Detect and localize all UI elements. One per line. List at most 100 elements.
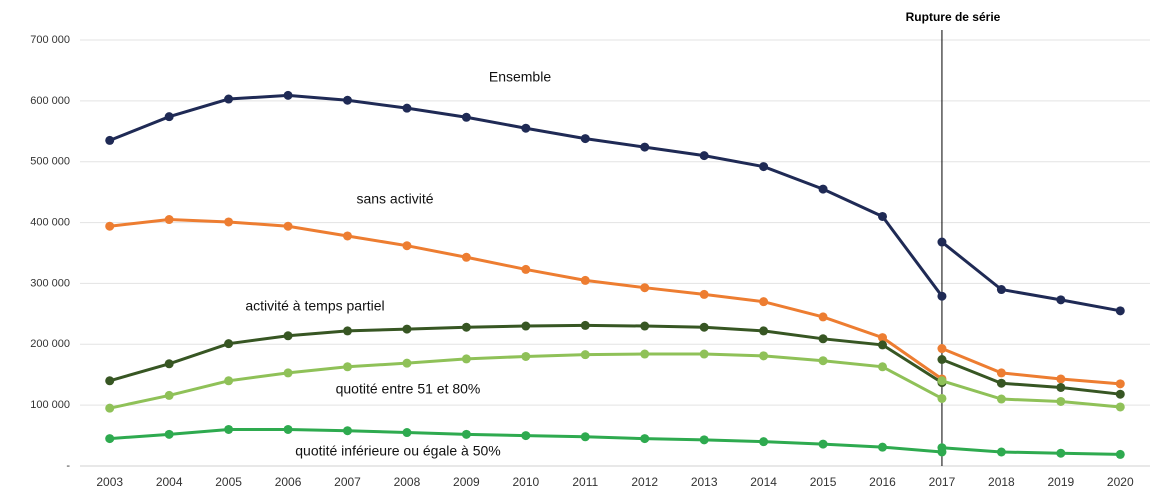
y-tick-label: 400 000 xyxy=(30,216,70,228)
data-point xyxy=(580,134,590,144)
x-tick-label: 2018 xyxy=(988,475,1015,489)
series-line xyxy=(941,358,1121,396)
data-point xyxy=(937,291,947,301)
data-point xyxy=(937,376,947,386)
data-point xyxy=(996,368,1006,378)
data-point xyxy=(580,432,590,442)
data-point xyxy=(759,297,769,307)
data-point xyxy=(996,447,1006,457)
data-point xyxy=(640,283,650,293)
x-tick-label: 2008 xyxy=(394,475,421,489)
data-point xyxy=(580,320,590,330)
data-point xyxy=(699,435,709,445)
data-point xyxy=(878,333,887,343)
data-point xyxy=(759,326,769,336)
x-tick-label: 2015 xyxy=(810,475,837,489)
data-point xyxy=(759,162,769,172)
data-point xyxy=(461,354,471,364)
data-point xyxy=(164,112,174,122)
data-point xyxy=(521,351,531,361)
data-point xyxy=(759,437,769,447)
break-label: Rupture de série xyxy=(906,10,1001,24)
data-point xyxy=(164,390,174,400)
data-point xyxy=(1115,306,1125,316)
x-tick-label: 2020 xyxy=(1107,475,1134,489)
data-point xyxy=(699,349,709,359)
series-label: Ensemble xyxy=(489,69,551,85)
x-tick-label: 2007 xyxy=(334,475,361,489)
data-point xyxy=(818,439,828,449)
data-point xyxy=(640,434,650,444)
data-point xyxy=(461,112,471,122)
data-point xyxy=(580,275,590,285)
data-point xyxy=(996,285,1006,295)
data-point xyxy=(283,90,293,100)
data-point xyxy=(402,358,412,368)
x-tick-label: 2011 xyxy=(572,475,598,489)
series-line xyxy=(941,240,1121,313)
x-tick-label: 2005 xyxy=(215,475,242,489)
x-tick-label: 2006 xyxy=(275,475,302,489)
data-point xyxy=(1056,448,1066,458)
data-point xyxy=(461,322,471,332)
data-point xyxy=(699,151,709,161)
data-point xyxy=(164,359,174,369)
series-label: sans activité xyxy=(356,191,433,207)
y-tick-label: 500 000 xyxy=(30,156,70,168)
series-line xyxy=(941,446,1121,456)
data-point xyxy=(224,217,234,227)
series-line xyxy=(109,352,943,410)
series-line xyxy=(941,347,1121,386)
data-point xyxy=(1056,295,1066,305)
data-point xyxy=(105,376,115,386)
data-point xyxy=(937,393,947,403)
data-point xyxy=(402,324,412,334)
data-point xyxy=(283,221,293,231)
data-point xyxy=(1115,389,1125,399)
data-point xyxy=(1115,379,1125,389)
data-point xyxy=(105,221,115,231)
data-point xyxy=(224,339,234,349)
data-point xyxy=(640,349,650,359)
x-tick-label: 2014 xyxy=(750,475,777,489)
data-point xyxy=(937,355,947,364)
x-tick-label: 2013 xyxy=(691,475,718,489)
x-tick-label: 2017 xyxy=(929,475,956,489)
data-point xyxy=(105,135,115,145)
data-point xyxy=(283,368,293,378)
data-point xyxy=(640,142,650,152)
data-point xyxy=(521,431,531,441)
data-point xyxy=(224,376,234,386)
data-point xyxy=(164,215,174,225)
data-point xyxy=(105,434,115,444)
data-point xyxy=(580,350,590,360)
y-tick-label: 600 000 xyxy=(30,95,70,107)
series-label: quotité inférieure ou égale à 50% xyxy=(295,443,500,459)
data-point xyxy=(224,94,234,104)
data-point xyxy=(878,442,887,452)
data-point xyxy=(164,429,174,439)
data-point xyxy=(343,426,352,436)
data-point xyxy=(105,403,115,413)
x-tick-label: 2003 xyxy=(96,475,123,489)
data-point xyxy=(402,103,412,113)
x-tick-label: 2012 xyxy=(631,475,658,489)
y-tick-label: 300 000 xyxy=(30,277,70,289)
data-point xyxy=(521,264,531,274)
x-tick-label: 2004 xyxy=(156,475,183,489)
data-point xyxy=(937,237,947,247)
x-tick-label: 2019 xyxy=(1047,475,1074,489)
data-point xyxy=(1056,382,1066,392)
data-point xyxy=(640,321,650,331)
data-point xyxy=(699,289,709,299)
data-point xyxy=(937,443,947,453)
data-point xyxy=(283,424,293,434)
data-point xyxy=(461,429,471,439)
data-point xyxy=(343,326,352,336)
data-point xyxy=(699,322,709,332)
y-tick-label: 100 000 xyxy=(30,399,70,411)
data-point xyxy=(1115,449,1125,459)
data-point xyxy=(759,351,769,361)
